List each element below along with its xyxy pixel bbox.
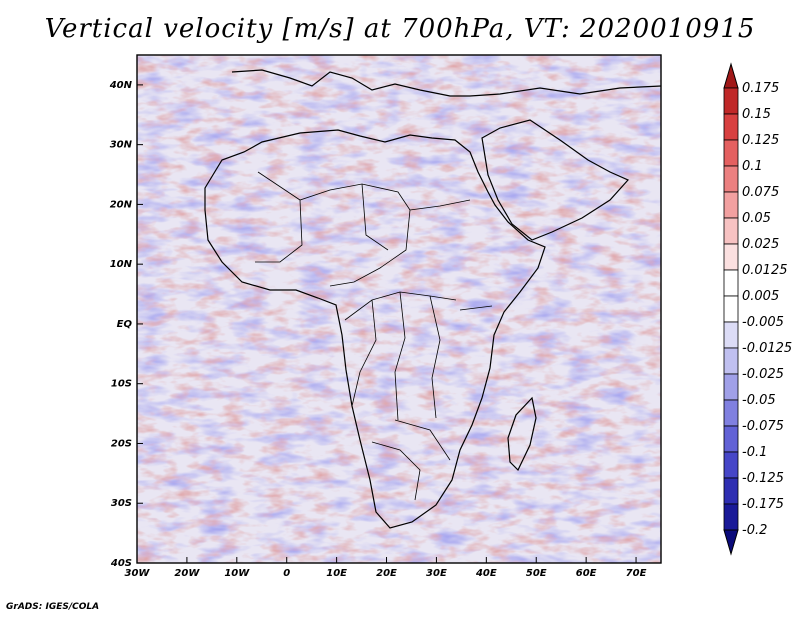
colorbar-label: -0.005	[742, 315, 784, 330]
x-tick-label: 10E	[326, 568, 347, 579]
colorbar-label: -0.2	[742, 523, 767, 538]
plot-frame	[136, 54, 662, 564]
y-tick-label: EQ	[117, 319, 133, 330]
y-tick-label: 40N	[109, 80, 133, 91]
colorbar-segment	[723, 321, 739, 349]
y-tick-label: 10N	[110, 259, 133, 270]
y-tick-label: 40S	[110, 558, 132, 569]
colorbar-label: 0.15	[742, 107, 771, 122]
y-tick-label: 30S	[111, 498, 132, 509]
colorbar-label: -0.025	[742, 367, 784, 382]
madagascar-coastline	[507, 396, 537, 472]
y-tick-label: 20S	[111, 438, 132, 449]
field-texture	[137, 55, 661, 563]
colorbar: 0.175 0.15 0.125 0.1 0.075 0.05 0.025 0.0125 0.0…	[723, 62, 792, 556]
colorbar-top-triangle	[723, 62, 739, 89]
colorbar-label: 0.005	[742, 289, 779, 304]
colorbar-segment	[723, 399, 739, 427]
colorbar-label: 0.05	[742, 211, 771, 226]
colorbar-segment	[723, 87, 739, 115]
y-tick-label: 30N	[110, 140, 133, 151]
colorbar-label: -0.05	[742, 393, 776, 408]
footer-credit: GrADS: IGES/COLA	[6, 602, 100, 612]
x-axis: 30W 20W 10W 0 10E 20E 30E 40E 50E 60E 70E	[125, 557, 647, 579]
colorbar-segment	[723, 243, 739, 271]
country-borders	[255, 171, 493, 501]
colorbar-label: 0.175	[742, 81, 779, 96]
africa-coastline	[204, 129, 546, 529]
chart-title: Vertical velocity [m/s] at 700hPa, VT: 2…	[44, 14, 756, 44]
x-tick-label: 10W	[224, 568, 250, 579]
colorbar-segment	[723, 269, 739, 297]
colorbar-label: 0.0125	[742, 263, 788, 278]
x-tick-label: 60E	[576, 568, 597, 579]
colorbar-segment	[723, 347, 739, 375]
x-tick-label: 70E	[626, 568, 647, 579]
colorbar-label: -0.1	[742, 445, 767, 460]
x-tick-label: 30W	[125, 568, 151, 579]
colorbar-segment	[723, 191, 739, 219]
x-tick-label: 30E	[426, 568, 447, 579]
x-tick-label: 50E	[526, 568, 547, 579]
colorbar-label: -0.075	[742, 419, 784, 434]
colorbar-segment	[723, 295, 739, 323]
colorbar-label: 0.075	[742, 185, 779, 200]
colorbar-segment	[723, 451, 739, 479]
colorbar-segment	[723, 477, 739, 505]
europe-coastline	[231, 69, 661, 97]
colorbar-label: -0.0125	[742, 341, 792, 356]
colorbar-segment	[723, 425, 739, 453]
x-tick-label: 0	[283, 568, 290, 579]
colorbar-bottom-triangle	[723, 529, 739, 556]
colorbar-segment	[723, 217, 739, 245]
colorbar-label: -0.175	[742, 497, 784, 512]
colorbar-segment	[723, 113, 739, 141]
x-tick-label: 20W	[174, 568, 200, 579]
colorbar-label: 0.1	[742, 159, 763, 174]
x-tick-label: 20E	[376, 568, 397, 579]
colorbar-label: 0.025	[742, 237, 779, 252]
y-axis: 40N 30N 20N 10N EQ 10S 20S 30S 40S	[109, 80, 143, 569]
colorbar-segment	[723, 165, 739, 193]
colorbar-segment	[723, 373, 739, 401]
colorbar-segment	[723, 503, 739, 531]
arabia-coastline	[481, 119, 629, 241]
y-tick-label: 10S	[111, 379, 132, 390]
x-tick-label: 40E	[475, 568, 497, 579]
colorbar-label: -0.125	[742, 471, 784, 486]
velocity-field	[137, 55, 661, 563]
y-tick-label: 20N	[110, 199, 133, 210]
colorbar-label: 0.125	[742, 133, 779, 148]
colorbar-segment	[723, 139, 739, 167]
